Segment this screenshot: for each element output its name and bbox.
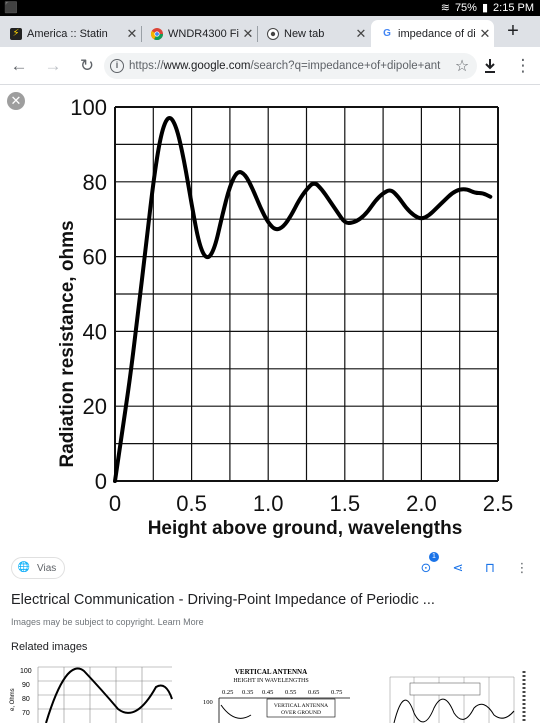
lens-icon: ⊙: [420, 560, 432, 575]
thumb2-tick: 0.25: [222, 689, 233, 696]
tab-divider: [257, 26, 258, 42]
y-tick-label: 40: [83, 319, 107, 344]
close-tab-icon[interactable]: ✕: [242, 25, 254, 41]
image-viewer: [0, 86, 540, 546]
thumb1-curve: [45, 667, 173, 723]
source-favicon-icon: 🌐: [16, 560, 32, 576]
battery-level: 75%: [454, 1, 477, 14]
thumb2-legend-box: [266, 698, 336, 718]
tab-title: America :: Statin: [27, 27, 108, 40]
more-vert-icon: ⋮: [515, 560, 529, 575]
image-info-panel: 🌐 Vias ⊙ 1 ⋖ ⊓ ⋮ Electrical Communicatio…: [0, 546, 540, 723]
x-tick-label: 1.5: [330, 491, 361, 516]
star-icon[interactable]: ☆: [454, 58, 470, 75]
chrome-icon: [151, 27, 163, 40]
clock: 2:15 PM: [493, 1, 534, 14]
image-title[interactable]: Electrical Communication - Driving-Point…: [11, 592, 435, 608]
thumb2-tick: 0.65: [308, 689, 319, 696]
bookmark-icon: ⊓: [484, 560, 496, 575]
thumb1-tick: 70: [22, 710, 30, 717]
close-tab-icon[interactable]: ✕: [479, 25, 491, 41]
more-menu-icon[interactable]: ⋮: [514, 56, 532, 75]
forward-arrow-icon[interactable]: →: [44, 56, 62, 75]
thumb1-tick: 80: [22, 696, 30, 703]
tab-divider: [141, 26, 142, 42]
close-tab-icon[interactable]: ✕: [126, 25, 138, 41]
y-tick-label: 60: [83, 245, 107, 270]
copyright-notice[interactable]: Images may be subject to copyright. Lear…: [11, 617, 204, 627]
thumb1-tick: 100: [20, 668, 32, 675]
google-icon: G: [383, 28, 391, 39]
thumb2-tick: 0.55: [285, 689, 296, 696]
thumb2-tick: 0.35: [242, 689, 253, 696]
tab-title: WNDR4300 Firm: [168, 27, 239, 40]
thumb1-tick: 90: [22, 682, 30, 689]
related-thumb-1[interactable]: e, Ohms 100 90 80 70: [6, 663, 174, 723]
x-tick-label: 0.5: [176, 491, 207, 516]
status-bar: ⬛ ≋ 75% ▮ 2:15 PM: [0, 0, 540, 16]
battery-icon: ▮: [481, 2, 489, 14]
thumb2-box-line2: OVER GROUND: [281, 710, 321, 716]
thumb2-tick: 0.45: [262, 689, 273, 696]
chrome-icon: [267, 27, 279, 40]
y-tick-label: 0: [95, 469, 107, 494]
reload-icon[interactable]: ↻: [79, 56, 95, 75]
share-button[interactable]: ⋖: [446, 556, 470, 580]
tab-2[interactable]: New tab ✕: [257, 20, 370, 47]
thumb1-ylabel: e, Ohms: [10, 688, 16, 711]
source-chip[interactable]: 🌐 Vias: [11, 557, 66, 579]
address-bar[interactable]: i https://www.google.com/search?q=impeda…: [104, 53, 477, 79]
y-tick-label: 80: [83, 170, 107, 195]
lens-button[interactable]: ⊙ 1: [414, 552, 439, 580]
tab-title: New tab: [284, 27, 325, 40]
chart-image: Radiation resistance, ohms Height above …: [57, 95, 514, 539]
source-label: Vias: [37, 562, 57, 574]
x-tick-label: 1.0: [253, 491, 284, 516]
x-tick-label: 0: [109, 491, 121, 516]
y-axis-label: Radiation resistance, ohms: [57, 220, 78, 467]
thumb3-legend-box: [409, 682, 481, 696]
thumb2-title2: HEIGHT IN WAVELENGTHS: [233, 678, 308, 684]
image-actions: ⊙ 1 ⋖ ⊓ ⋮: [414, 552, 534, 580]
thumb2-box-line1: VERTICAL ANTENNA: [274, 703, 328, 709]
x-tick-label: 2.0: [406, 491, 437, 516]
tab-1[interactable]: WNDR4300 Firm ✕: [141, 20, 257, 47]
back-arrow-icon[interactable]: ←: [10, 56, 28, 75]
browser-toolbar: ← → ↻ i https://www.google.com/search?q=…: [0, 47, 540, 85]
tab-strip: ⚡ America :: Statin ✕ WNDR4300 Firm ✕ Ne…: [0, 16, 540, 47]
wifi-icon: ≋: [440, 2, 450, 14]
tab-title: impedance of dip: [398, 27, 476, 40]
related-thumb-3[interactable]: [364, 663, 540, 723]
share-icon: ⋖: [452, 560, 464, 575]
thumb2-title1: VERTICAL ANTENNA: [235, 668, 307, 676]
x-tick-label: 2.5: [483, 491, 514, 516]
download-icon[interactable]: [479, 55, 501, 77]
close-viewer-icon[interactable]: ✕: [7, 92, 25, 110]
related-thumb-2[interactable]: VERTICAL ANTENNA HEIGHT IN WAVELENGTHS 0…: [185, 663, 357, 723]
thumb3-curve: [393, 698, 515, 723]
lens-badge: 1: [429, 552, 439, 562]
thumb2-ytick: 100: [203, 699, 213, 706]
lightning-icon: ⚡: [10, 27, 22, 40]
save-button[interactable]: ⊓: [478, 556, 502, 580]
tab-3-active[interactable]: G impedance of dip ✕: [371, 20, 494, 47]
more-options-button[interactable]: ⋮: [510, 556, 534, 580]
related-heading: Related images: [11, 641, 88, 653]
close-tab-icon[interactable]: ✕: [355, 25, 367, 41]
notification-icon: ⬛: [4, 2, 18, 14]
thumb2-tick: 0.75: [331, 689, 342, 696]
y-tick-label: 20: [83, 394, 107, 419]
info-icon[interactable]: i: [110, 59, 124, 73]
x-axis-label: Height above ground, wavelengths: [148, 518, 463, 539]
y-tick-label: 100: [70, 95, 107, 120]
tab-0[interactable]: ⚡ America :: Statin ✕: [0, 20, 141, 47]
resistance-curve: [113, 116, 493, 483]
url-text: https://www.google.com/search?q=impedanc…: [129, 60, 441, 72]
new-tab-button[interactable]: +: [507, 20, 519, 42]
